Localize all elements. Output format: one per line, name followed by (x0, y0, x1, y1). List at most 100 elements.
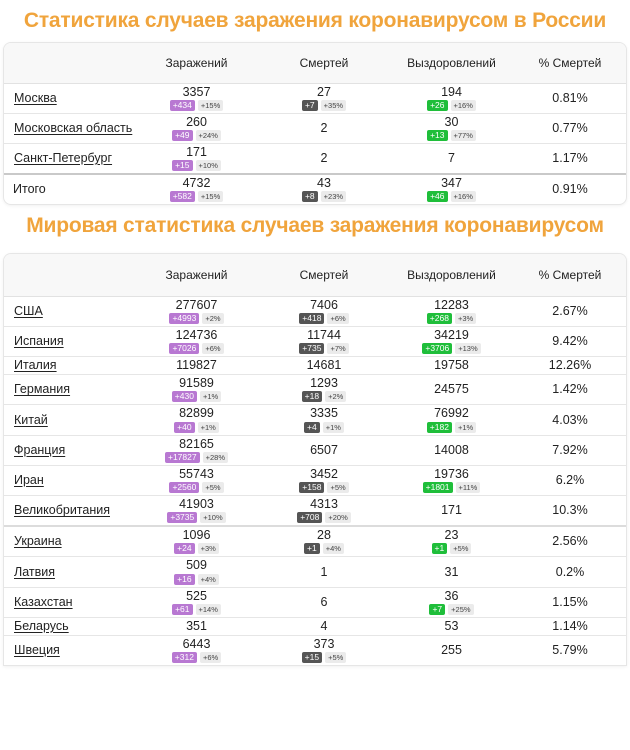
deaths-cell: 6507 (259, 435, 389, 466)
recovered-delta-badge: +13 (427, 129, 448, 141)
recovered-delta-badge: +1 (431, 543, 448, 555)
region-cell: Украина (4, 525, 134, 558)
region-link[interactable]: Казахстан (14, 594, 73, 609)
infected-cell: 1096 +24 +3% (134, 525, 259, 558)
deaths-deltas: +735 +7% (259, 343, 389, 355)
deaths-pct-badge: +5% (327, 482, 349, 494)
deaths-delta-badge: +1 (304, 543, 320, 555)
region-link[interactable]: Латвия (14, 564, 55, 579)
region-link[interactable]: Иран (14, 472, 44, 487)
region-link[interactable]: Германия (14, 382, 71, 397)
deaths-value: 3452 (310, 466, 338, 481)
russia-table-container: Заражений Смертей Выздоровлений % Смерте… (3, 42, 627, 206)
recovered-pct-badge: +5% (450, 543, 472, 555)
infected-pct-badge: +15% (197, 99, 224, 111)
deaths-value: 11744 (307, 328, 341, 343)
deaths-pct-badge: +6% (327, 313, 349, 325)
table-row: Беларусь 351 4 53 1.14% (4, 617, 626, 636)
recovered-pct-badge: +1% (454, 421, 477, 433)
death-rate-cell: 0.91% (514, 173, 626, 205)
deaths-deltas: +1 +4% (259, 543, 389, 555)
recovered-value: 12283 (434, 297, 469, 312)
infected-value: 509 (186, 558, 207, 573)
region-link[interactable]: Украина (14, 534, 62, 549)
death-rate-cell: 5.79% (514, 635, 626, 667)
recovered-cell: 19736 +1801 +11% (389, 465, 514, 497)
recovered-value: 76992 (434, 406, 469, 421)
region-cell: США (4, 296, 134, 328)
recovered-cell: 53 (389, 617, 514, 636)
infected-pct-badge: +14% (195, 603, 221, 615)
deaths-cell: 2 (259, 113, 389, 144)
world-table-header: Заражений Смертей Выздоровлений % Смерте… (4, 254, 626, 297)
recovered-deltas: +13 +77% (389, 129, 514, 141)
infected-delta-badge: +434 (169, 99, 195, 111)
region-link[interactable]: Франция (14, 442, 66, 457)
infected-pct-badge: +24% (195, 129, 221, 141)
region-cell: Испания (4, 326, 134, 358)
region-link[interactable]: США (14, 303, 43, 318)
deaths-value: 7406 (310, 297, 338, 312)
deaths-value: 4 (320, 618, 328, 633)
recovered-delta-badge: +182 (426, 421, 452, 433)
infected-deltas: +16 +4% (134, 573, 259, 585)
deaths-delta-badge: +418 (299, 313, 325, 325)
infected-pct-badge: +6% (199, 652, 222, 664)
infected-delta-badge: +2560 (169, 482, 200, 494)
deaths-cell: 27 +7 +35% (259, 83, 389, 114)
recovered-cell: 14008 (389, 435, 514, 466)
deaths-cell: 28 +1 +4% (259, 525, 389, 558)
table-row: Казахстан 525 +61 +14% 6 36 +7 +25% 1.15% (4, 587, 626, 618)
recovered-value: 19736 (434, 466, 469, 481)
death-rate-cell: 1.42% (514, 374, 626, 406)
recovered-cell: 7 (389, 143, 514, 175)
russia-section: Статистика случаев заражения коронавирус… (0, 0, 630, 206)
deaths-cell: 11744 +735 +7% (259, 326, 389, 358)
deaths-pct-badge: +4% (322, 543, 344, 555)
region-cell: Франция (4, 435, 134, 466)
region-cell: Московская область (4, 113, 134, 144)
recovered-deltas: +182 +1% (389, 421, 514, 433)
region-link[interactable]: Санкт-Петербург (14, 151, 113, 165)
deaths-value: 27 (317, 84, 331, 99)
region-link[interactable]: Московская область (14, 120, 133, 135)
recovered-value: 53 (444, 618, 459, 633)
infected-delta-badge: +3735 (167, 512, 198, 524)
infected-pct-badge: +2% (202, 313, 224, 325)
region-link[interactable]: Испания (14, 334, 64, 349)
region-cell: Германия (4, 374, 134, 406)
infected-value: 119827 (176, 358, 217, 373)
region-link[interactable]: Швеция (14, 642, 60, 657)
region-link[interactable]: Москва (14, 90, 57, 105)
recovered-cell: 19758 (389, 356, 514, 376)
infected-cell: 119827 (134, 356, 259, 376)
death-rate-cell: 7.92% (514, 435, 626, 466)
infected-deltas: +312 +6% (134, 652, 259, 664)
deaths-deltas: +708 +20% (259, 512, 389, 524)
region-link[interactable]: Великобритания (14, 503, 110, 518)
recovered-cell: 36 +7 +25% (389, 587, 514, 618)
deaths-value: 2 (320, 120, 328, 135)
region-link[interactable]: Беларусь (14, 618, 69, 633)
region-cell: Санкт-Петербург (4, 143, 134, 175)
region-link[interactable]: Италия (14, 358, 57, 373)
recovered-cell: 30 +13 +77% (389, 113, 514, 144)
deaths-delta-badge: +735 (299, 343, 325, 355)
death-rate-cell: 2.56% (514, 525, 626, 558)
death-rate-cell: 12.26% (514, 356, 626, 376)
deaths-value: 6 (320, 594, 328, 609)
region-link[interactable]: Китай (14, 412, 48, 427)
deaths-deltas: +4 +1% (259, 421, 389, 433)
deaths-value: 1293 (310, 376, 338, 391)
infected-pct-badge: +15% (197, 191, 224, 203)
header-infected: Заражений (134, 43, 259, 84)
infected-pct-badge: +4% (197, 573, 219, 585)
deaths-deltas: +418 +6% (259, 313, 389, 325)
deaths-pct-badge: +1% (322, 421, 344, 433)
deaths-cell: 14681 (259, 356, 389, 376)
death-rate-cell: 2.67% (514, 296, 626, 328)
infected-deltas: +24 +3% (134, 543, 259, 555)
recovered-value: 171 (441, 503, 462, 518)
russia-title: Статистика случаев заражения коронавирус… (23, 9, 607, 32)
death-rate-cell: 0.81% (514, 83, 626, 114)
